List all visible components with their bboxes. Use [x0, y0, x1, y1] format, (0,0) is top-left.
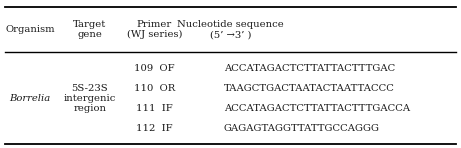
Text: ACCATAGACTCTTATTACTTTGACCA: ACCATAGACTCTTATTACTTTGACCA: [224, 104, 410, 113]
Text: 112  IF: 112 IF: [136, 124, 173, 132]
Text: 110  OR: 110 OR: [134, 84, 175, 92]
Text: Organism: Organism: [5, 25, 55, 34]
Text: 111  IF: 111 IF: [136, 104, 173, 113]
Text: Target
gene: Target gene: [73, 20, 106, 39]
Text: Primer
(WJ series): Primer (WJ series): [127, 20, 182, 39]
Text: GAGAGTAGGTTATTGCCAGGG: GAGAGTAGGTTATTGCCAGGG: [224, 124, 379, 132]
Text: TAAGCTGACTAATACTAATTACCC: TAAGCTGACTAATACTAATTACCC: [224, 84, 395, 92]
Text: 109  OF: 109 OF: [134, 64, 175, 73]
Text: Borrelia: Borrelia: [9, 94, 51, 103]
Text: ACCATAGACTCTTATTACTTTGAC: ACCATAGACTCTTATTACTTTGAC: [224, 64, 395, 73]
Text: Nucleotide sequence
(5’ →3’ ): Nucleotide sequence (5’ →3’ ): [177, 20, 284, 39]
Text: 5S-23S
intergenic
region: 5S-23S intergenic region: [64, 83, 116, 113]
